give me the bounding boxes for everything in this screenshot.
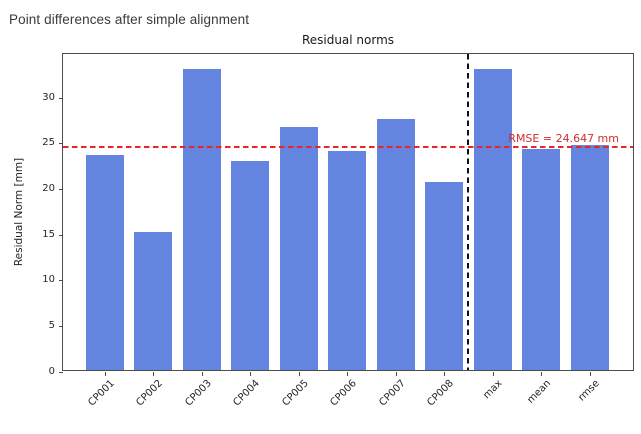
x-tick-label-text: CP006 — [328, 378, 359, 409]
bar-mean — [522, 149, 561, 370]
y-tick-mark — [59, 143, 63, 145]
bar-CP007 — [376, 119, 415, 370]
y-tick-mark — [59, 189, 63, 190]
x-tick-mark — [541, 372, 543, 376]
bar-rmse — [570, 145, 609, 370]
bar-CP002 — [134, 232, 173, 370]
y-tick-label: 25 — [42, 137, 55, 149]
x-tick-mark — [395, 372, 397, 376]
y-tick-mark — [59, 280, 63, 282]
y-tick-label: 30 — [42, 91, 55, 103]
x-tick-label-text: CP001 — [85, 378, 117, 409]
y-tick-mark — [59, 371, 63, 373]
x-tick-label-text: CP002 — [134, 378, 165, 409]
x-tick-label-text: CP008 — [425, 378, 456, 409]
y-tick-label: 10 — [42, 274, 55, 286]
bar-CP006 — [328, 151, 367, 370]
x-tick-label-text: CP003 — [182, 378, 214, 409]
separator-dashed-line — [467, 54, 470, 370]
x-tick-mark — [444, 372, 446, 376]
y-tick-label: 0 — [48, 365, 55, 377]
plot-area: Residual norms Residual Norm [mm] RMSE =… — [13, 33, 634, 408]
y-tick-mark — [59, 97, 63, 99]
chart-title: Residual norms — [301, 33, 395, 47]
x-tick-label-text: CP007 — [376, 378, 408, 409]
x-tick-label-text: max — [481, 378, 505, 402]
x-tick-mark — [153, 372, 155, 376]
y-tick-mark — [59, 234, 63, 236]
bar-CP008 — [425, 182, 464, 370]
x-tick-label-text: CP004 — [231, 378, 262, 409]
bar-CP003 — [182, 68, 221, 370]
bar-CP005 — [279, 127, 318, 370]
x-tick-mark — [201, 372, 203, 376]
y-tick-label: 5 — [48, 319, 55, 331]
x-tick-mark — [250, 372, 252, 376]
bar-CP001 — [85, 154, 124, 370]
x-tick-label-text: CP005 — [279, 378, 311, 409]
y-tick-label: 20 — [42, 183, 55, 194]
y-tick-mark — [59, 325, 63, 327]
rmse-dashed-line — [63, 146, 633, 149]
x-tick-mark — [104, 372, 106, 376]
y-axis-label: Residual Norm [mm] — [13, 157, 25, 267]
x-tick-mark — [347, 372, 349, 376]
bar-max — [473, 68, 512, 370]
page-title: Point differences after simple alignment — [9, 12, 250, 27]
y-tick-label: 15 — [42, 228, 55, 240]
x-tick-mark — [589, 372, 591, 376]
x-tick-mark — [492, 372, 494, 376]
x-tick-label-text: mean — [525, 378, 553, 406]
bar-CP004 — [231, 161, 270, 370]
rmse-annotation-label: RMSE = 24.647 mm — [508, 132, 619, 145]
x-tick-mark — [298, 372, 300, 376]
x-tick-label-text: rmse — [575, 378, 602, 404]
